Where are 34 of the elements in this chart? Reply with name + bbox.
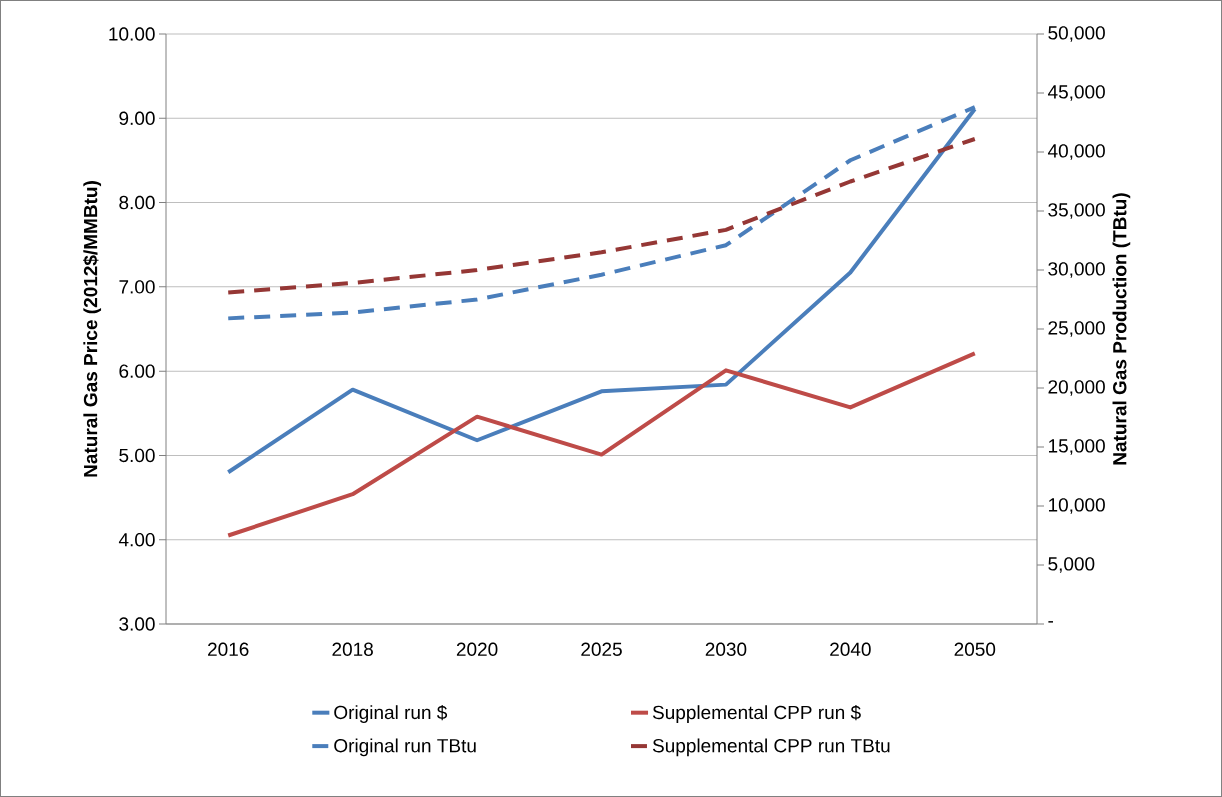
x-tick-label: 2016 [208, 642, 249, 656]
y2-tick-label: 30,000 [1048, 262, 1105, 278]
x-tick-label: 2020 [456, 642, 498, 656]
y2-tick-label: 5,000 [1048, 557, 1095, 573]
line-series [226, 137, 977, 295]
y2-tick-label: 20,000 [1048, 380, 1105, 396]
y2-tick-label: 50,000 [1048, 26, 1105, 42]
legend-label: Original run TBtu [334, 738, 476, 757]
y-tick-label: 9.00 [119, 111, 155, 126]
y2-tick-label: 10,000 [1048, 498, 1105, 514]
y-tick-label: 10.00 [109, 27, 155, 41]
x-tick-label: 2050 [954, 642, 996, 656]
legend-label: Supplemental CPP run TBtu [652, 738, 890, 757]
legend-label: Original run $ [334, 704, 448, 723]
y-tick-label: 7.00 [119, 280, 155, 294]
y2-tick-label: 45,000 [1047, 85, 1105, 101]
y-tick-label: 6.00 [119, 364, 155, 378]
y2-tick-label: 35,000 [1048, 203, 1105, 219]
y-tick-label: 3.00 [119, 617, 155, 631]
y-axis-title: Natural Gas Price (2012$/MMBtu) [83, 181, 102, 477]
y2-axis-title: Natural Gas Production (TBtu) [1112, 193, 1131, 465]
y2-tick-label: 40,000 [1047, 144, 1105, 160]
y-tick-label: 5.00 [119, 448, 155, 463]
y2-tick-label: 15,000 [1048, 439, 1105, 455]
y-tick-label: 8.00 [119, 195, 155, 210]
y2-tick-label: - [1048, 621, 1054, 623]
x-tick-label: 2040 [830, 642, 871, 656]
x-tick-label: 2018 [332, 642, 373, 656]
y2-tick-label: 25,000 [1048, 321, 1105, 337]
legend-label: Supplemental CPP run $ [652, 704, 861, 723]
x-tick-label: 2025 [581, 642, 622, 656]
line-series [226, 351, 977, 538]
y-tick-label: 4.00 [118, 532, 155, 547]
x-tick-label: 2030 [705, 642, 747, 656]
